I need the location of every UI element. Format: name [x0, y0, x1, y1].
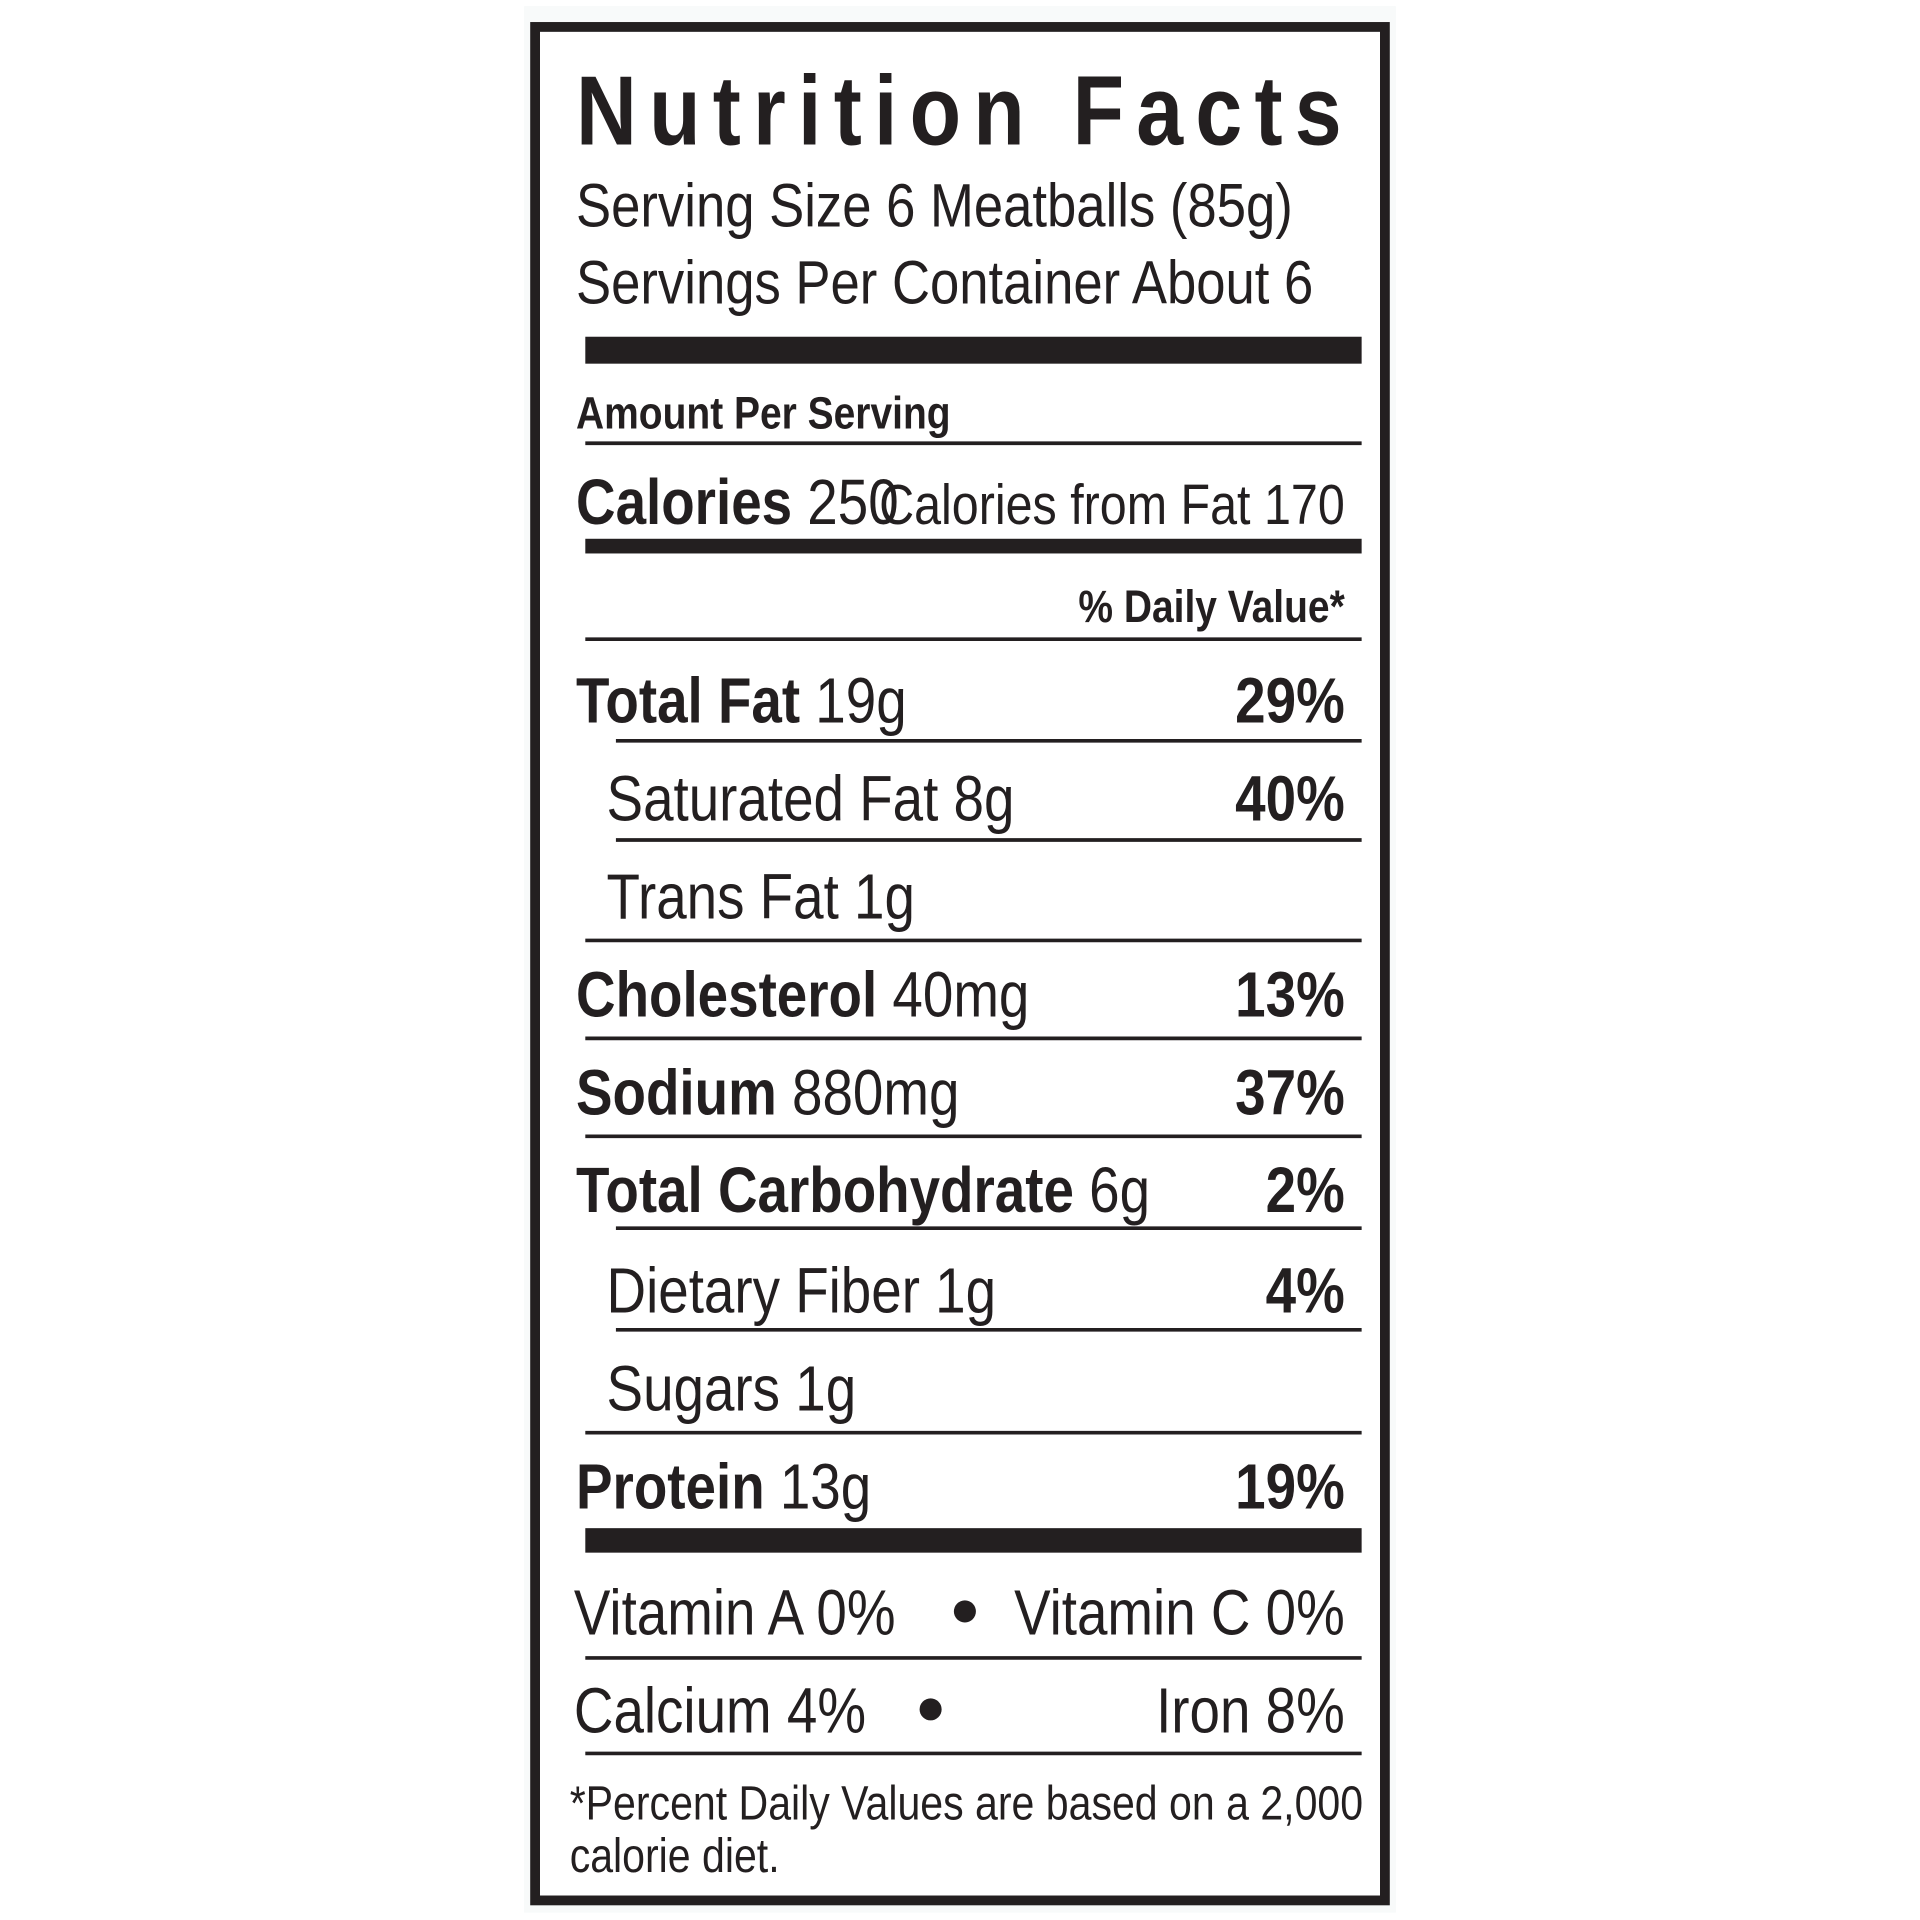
nutrient-amount: 6g	[1089, 1154, 1150, 1226]
nutrient-name: Sodium	[576, 1056, 777, 1128]
nutrient: Dietary Fiber 1g	[607, 1255, 996, 1327]
daily-value: 13%	[1235, 958, 1345, 1030]
nutrient-amount: 19g	[815, 665, 906, 737]
nutrient-amount: 13g	[780, 1451, 871, 1523]
daily-value: 29%	[1235, 665, 1345, 737]
nutrient-name: Cholesterol	[576, 958, 877, 1030]
nutrient-amount: 1g	[854, 860, 915, 932]
footnote: *Percent Daily Values are based on a 2,0…	[570, 1778, 1363, 1831]
nutrient-amount: 8g	[954, 763, 1015, 835]
bullet	[919, 1698, 942, 1721]
daily-value: 4%	[1266, 1255, 1345, 1327]
daily-value: 40%	[1235, 763, 1345, 835]
nutrient-amount: 880mg	[792, 1056, 959, 1128]
nutrient: Trans Fat 1g	[607, 860, 915, 932]
nutrient-amount: 40mg	[892, 958, 1029, 1030]
label-text: Nutrition Facts Serving Size 6 Meatballs…	[570, 57, 1363, 1883]
nutrient: Sodium 880mg	[576, 1056, 959, 1128]
nutrient-name: Protein	[576, 1451, 765, 1523]
vitamin: Calcium 4%	[574, 1675, 866, 1747]
nutrient-name: Total Carbohydrate	[576, 1154, 1074, 1226]
daily-value: 2%	[1266, 1154, 1345, 1226]
daily-value-header: % Daily Value*	[1078, 581, 1345, 631]
servings-per-container: Servings Per Container About 6	[576, 249, 1313, 318]
nutrient-name: Trans Fat	[607, 860, 840, 932]
daily-value: 37%	[1235, 1056, 1345, 1128]
nutrient-amount: 1g	[795, 1353, 856, 1425]
nutrient: Sugars 1g	[607, 1353, 857, 1425]
nutrient: Saturated Fat 8g	[607, 763, 1015, 835]
nutrient: Total Carbohydrate 6g	[576, 1154, 1150, 1226]
title: Nutrition Facts	[576, 57, 1342, 166]
nutrient-name: Total Fat	[576, 665, 800, 737]
serving-size: Serving Size 6 Meatballs (85g)	[576, 172, 1293, 241]
vitamin: Vitamin C 0%	[1014, 1577, 1345, 1649]
thick-divider	[585, 1528, 1362, 1553]
calories-label: Calories	[576, 466, 792, 538]
amount-per-serving: Amount Per Serving	[576, 388, 951, 438]
nutrient-name: Dietary Fiber	[607, 1255, 920, 1327]
vitamin: Vitamin A 0%	[574, 1577, 896, 1649]
medium-divider	[585, 538, 1362, 554]
vitamin: Iron 8%	[1156, 1675, 1345, 1747]
nutrient-amount: 1g	[935, 1255, 996, 1327]
calories-value: 250	[807, 466, 898, 538]
nutrient: Cholesterol 40mg	[576, 958, 1029, 1030]
nutrient-name: Saturated Fat	[607, 763, 939, 835]
nutrient: Protein 13g	[576, 1451, 871, 1523]
daily-value: 19%	[1235, 1451, 1345, 1523]
calories-from-fat: Calories from Fat 170	[879, 474, 1345, 537]
nutrient-name: Sugars	[607, 1353, 780, 1425]
footnote: calorie diet.	[570, 1830, 780, 1883]
bullet	[953, 1600, 976, 1623]
nutrient: Total Fat 19g	[576, 665, 907, 737]
thick-divider	[585, 336, 1362, 364]
calories-row: Calories 250	[576, 466, 899, 538]
